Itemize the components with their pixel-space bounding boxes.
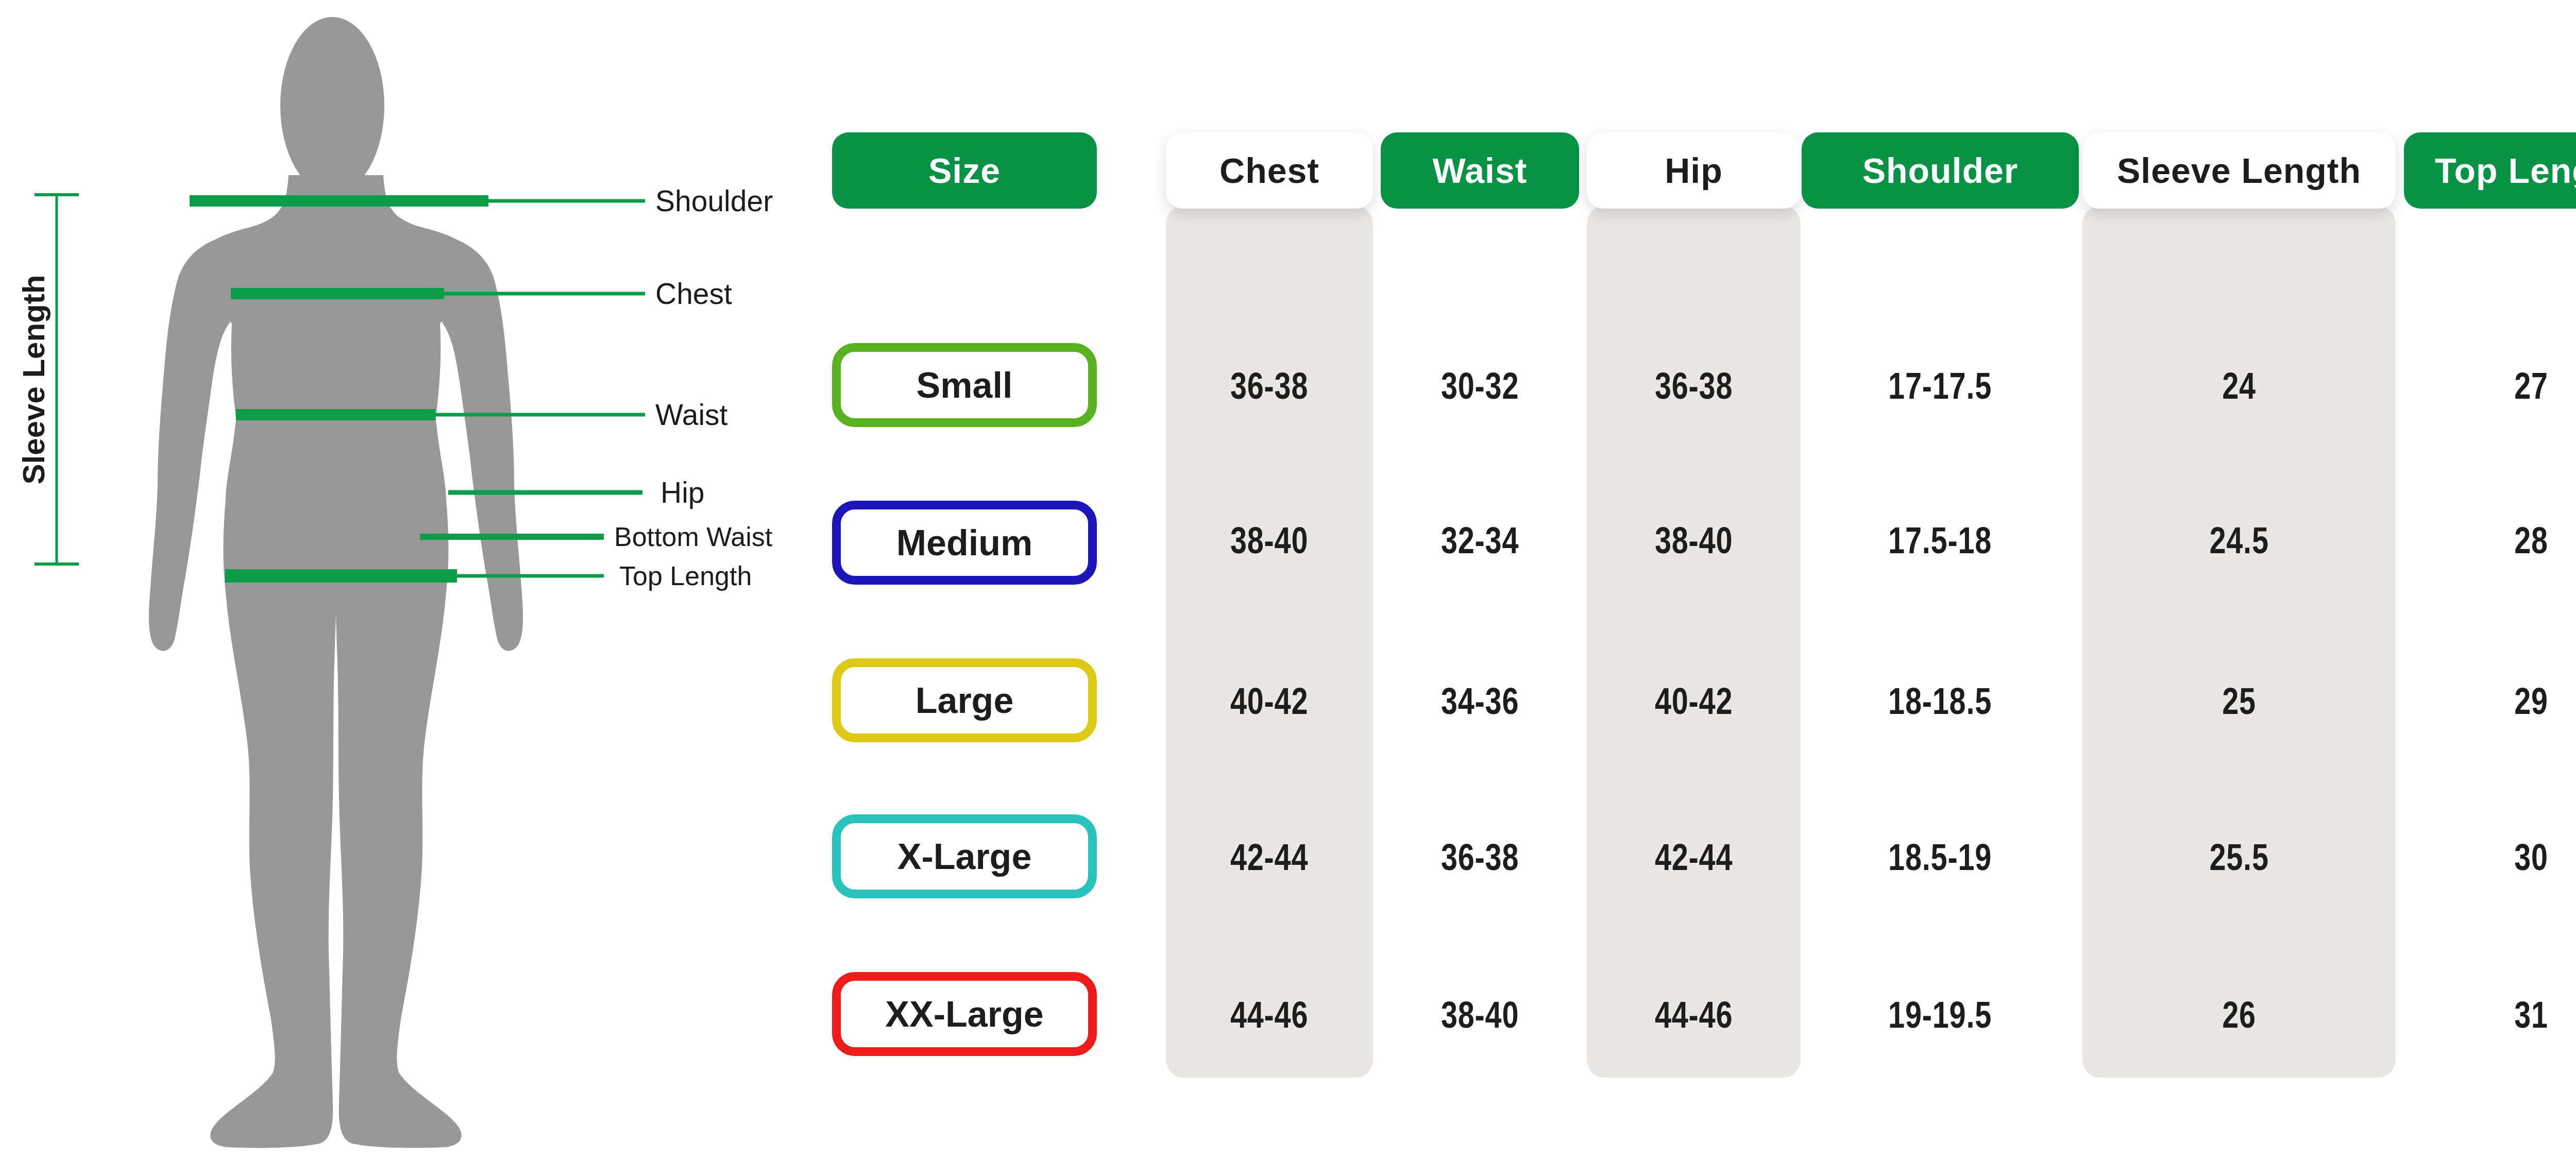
cell-shoulder-row5: 19-19.5 [1802,996,2079,1033]
cell-waist-row4: 36-38 [1381,839,1579,876]
head-shape [280,17,384,194]
cell-hip-row1: 36-38 [1587,367,1801,404]
cell-value: 36-38 [1655,367,1733,404]
bottom-waist-label: Bottom Waist [614,523,772,550]
cell-hip-row4: 42-44 [1587,839,1801,876]
header-chest: Chest [1166,132,1373,209]
cell-value: 34-36 [1441,683,1519,720]
cell-value: 30-32 [1441,367,1519,404]
cell-value: 38-40 [1230,522,1308,559]
cell-value: 44-46 [1230,996,1308,1033]
cell-waist-row1: 30-32 [1381,367,1579,404]
header-top_length: Top Length [2404,132,2576,209]
cell-shoulder-row3: 18-18.5 [1802,683,2079,720]
cell-hip-row5: 44-46 [1587,996,1801,1033]
size-button-small[interactable]: Small [832,343,1097,427]
cell-chest-row1: 36-38 [1166,367,1373,404]
cell-value: 29 [2515,683,2549,720]
cell-shoulder-row2: 17.5-18 [1802,522,2079,559]
cell-hip-row2: 38-40 [1587,522,1801,559]
cell-value: 27 [2515,367,2549,404]
body-measurement-diagram: Shoulder Chest Waist Hip Bottom Waist To… [0,0,696,1159]
cell-value: 26 [2222,996,2256,1033]
cell-sleeve_length-row1: 24 [2082,367,2396,404]
cell-value: 18.5-19 [1889,839,1992,876]
header-sleeve_length: Sleeve Length [2082,132,2396,209]
cell-sleeve_length-row4: 25.5 [2082,839,2396,876]
column-body-hip [1587,206,1801,1078]
header-waist: Waist [1381,132,1579,209]
chest-label: Chest [655,279,732,309]
cell-sleeve_length-row5: 26 [2082,996,2396,1033]
cell-value: 24 [2222,367,2256,404]
cell-value: 38-40 [1441,996,1519,1033]
column-body-chest [1166,206,1373,1078]
cell-value: 25 [2222,683,2256,720]
header-hip: Hip [1587,132,1801,209]
cell-value: 38-40 [1655,522,1733,559]
cell-value: 36-38 [1230,367,1308,404]
cell-value: 31 [2515,996,2549,1033]
cell-value: 40-42 [1230,683,1308,720]
cell-value: 42-44 [1655,839,1733,876]
header-size: Size [832,132,1097,209]
cell-value: 19-19.5 [1889,996,1992,1033]
cell-top_length-row2: 28 [2404,522,2576,559]
cell-value: 18-18.5 [1889,683,1992,720]
cell-chest-row3: 40-42 [1166,683,1373,720]
measurement-figure-svg [0,0,696,1159]
header-shoulder: Shoulder [1802,132,2079,209]
sleeve-length-label: Sleeve Length [19,275,49,485]
cell-value: 25.5 [2209,839,2268,876]
cell-value: 17-17.5 [1889,367,1992,404]
cell-top_length-row4: 30 [2404,839,2576,876]
cell-chest-row2: 38-40 [1166,522,1373,559]
cell-top_length-row3: 29 [2404,683,2576,720]
cell-shoulder-row4: 18.5-19 [1802,839,2079,876]
cell-sleeve_length-row3: 25 [2082,683,2396,720]
shoulder-label: Shoulder [655,186,773,216]
waist-label: Waist [655,400,727,430]
cell-value: 40-42 [1655,683,1733,720]
size-button-large[interactable]: Large [832,658,1097,742]
cell-waist-row5: 38-40 [1381,996,1579,1033]
size-chart-page: { "diagram": { "sleeve_length_label": "S… [0,0,2576,1159]
cell-value: 44-46 [1655,996,1733,1033]
top-length-label: Top Length [619,563,752,589]
cell-value: 28 [2515,522,2549,559]
cell-waist-row2: 32-34 [1381,522,1579,559]
cell-chest-row5: 44-46 [1166,996,1373,1033]
cell-chest-row4: 42-44 [1166,839,1373,876]
cell-value: 24.5 [2209,522,2268,559]
size-button-x-large[interactable]: X-Large [832,814,1097,898]
cell-value: 32-34 [1441,522,1519,559]
cell-shoulder-row1: 17-17.5 [1802,367,2079,404]
cell-top_length-row5: 31 [2404,996,2576,1033]
hip-label: Hip [660,478,705,507]
cell-hip-row3: 40-42 [1587,683,1801,720]
column-body-sleeve_length [2082,206,2396,1078]
cell-value: 30 [2515,839,2549,876]
torso-legs-shape [194,175,478,1148]
size-button-xx-large[interactable]: XX-Large [832,972,1097,1056]
cell-value: 17.5-18 [1889,522,1992,559]
size-button-medium[interactable]: Medium [832,501,1097,585]
cell-waist-row3: 34-36 [1381,683,1579,720]
cell-top_length-row1: 27 [2404,367,2576,404]
cell-value: 42-44 [1230,839,1308,876]
cell-value: 36-38 [1441,839,1519,876]
cell-sleeve_length-row2: 24.5 [2082,522,2396,559]
